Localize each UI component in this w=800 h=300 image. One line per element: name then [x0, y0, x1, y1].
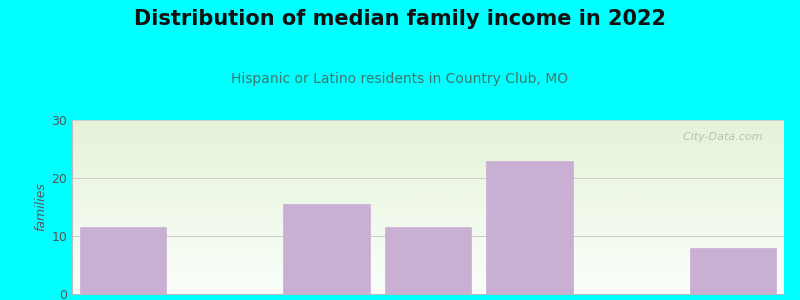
Bar	[283, 204, 370, 294]
Y-axis label: families: families	[34, 183, 47, 231]
Text: Hispanic or Latino residents in Country Club, MO: Hispanic or Latino residents in Country …	[231, 72, 569, 86]
Bar	[80, 227, 166, 294]
Bar	[690, 248, 776, 294]
Text: Distribution of median family income in 2022: Distribution of median family income in …	[134, 9, 666, 29]
Bar	[385, 227, 471, 294]
Text: City-Data.com: City-Data.com	[676, 132, 762, 142]
Bar	[486, 160, 573, 294]
